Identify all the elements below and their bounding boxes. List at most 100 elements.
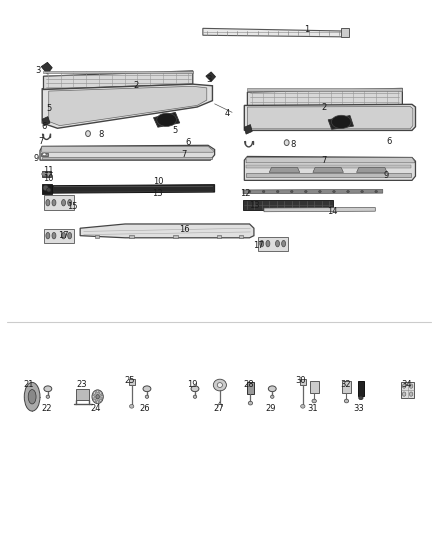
Ellipse shape	[332, 115, 351, 128]
Ellipse shape	[42, 172, 47, 176]
Ellipse shape	[52, 232, 56, 239]
Ellipse shape	[46, 188, 51, 192]
Ellipse shape	[282, 240, 286, 247]
Polygon shape	[42, 84, 212, 128]
Polygon shape	[41, 62, 52, 74]
Polygon shape	[153, 112, 180, 127]
Bar	[401, 382, 414, 398]
Bar	[247, 382, 254, 394]
Ellipse shape	[268, 386, 276, 392]
Text: 3: 3	[35, 67, 40, 75]
Ellipse shape	[304, 190, 307, 192]
Ellipse shape	[85, 131, 90, 136]
Polygon shape	[42, 184, 52, 194]
Ellipse shape	[28, 390, 36, 404]
Text: 2: 2	[134, 81, 139, 90]
Ellipse shape	[248, 190, 251, 192]
Ellipse shape	[96, 401, 99, 403]
Ellipse shape	[333, 190, 335, 192]
Text: 14: 14	[327, 207, 338, 216]
Polygon shape	[203, 28, 343, 37]
Text: 29: 29	[265, 405, 276, 414]
Text: 6: 6	[387, 136, 392, 146]
Text: 11: 11	[43, 166, 54, 175]
Ellipse shape	[290, 190, 293, 192]
Text: 7: 7	[39, 137, 44, 146]
Ellipse shape	[46, 395, 49, 398]
Polygon shape	[52, 184, 215, 193]
Ellipse shape	[99, 392, 102, 394]
Text: 8: 8	[290, 140, 296, 149]
Polygon shape	[42, 171, 51, 177]
Bar	[300, 379, 306, 384]
Polygon shape	[246, 173, 411, 177]
Ellipse shape	[410, 392, 413, 396]
Text: 6: 6	[42, 122, 47, 131]
Text: 5: 5	[173, 126, 178, 135]
Text: 10: 10	[152, 177, 163, 186]
Polygon shape	[328, 116, 353, 130]
Text: 27: 27	[214, 405, 224, 414]
Polygon shape	[42, 117, 50, 126]
Ellipse shape	[145, 395, 149, 398]
Ellipse shape	[99, 399, 102, 402]
Ellipse shape	[262, 190, 265, 192]
Text: 19: 19	[187, 380, 198, 389]
Ellipse shape	[347, 190, 350, 192]
Ellipse shape	[93, 399, 95, 402]
Text: 23: 23	[76, 380, 87, 389]
Text: 8: 8	[99, 130, 104, 139]
Ellipse shape	[93, 392, 95, 394]
Ellipse shape	[143, 386, 151, 392]
Ellipse shape	[130, 405, 134, 408]
Polygon shape	[40, 146, 215, 160]
Polygon shape	[246, 158, 415, 163]
Polygon shape	[80, 224, 254, 238]
Text: 33: 33	[353, 405, 364, 414]
Ellipse shape	[312, 399, 316, 403]
Text: 16: 16	[179, 225, 189, 234]
Text: 32: 32	[340, 380, 351, 389]
Bar	[258, 237, 288, 251]
Bar	[173, 235, 177, 238]
Polygon shape	[244, 104, 416, 131]
Polygon shape	[43, 71, 193, 73]
Ellipse shape	[318, 190, 321, 192]
Ellipse shape	[217, 383, 223, 387]
Ellipse shape	[157, 113, 177, 126]
Bar	[342, 381, 351, 393]
Ellipse shape	[24, 382, 40, 411]
Text: 9: 9	[34, 154, 39, 163]
Bar	[358, 381, 364, 395]
Text: 17: 17	[58, 231, 68, 240]
Ellipse shape	[42, 153, 46, 156]
Text: 13: 13	[249, 201, 259, 210]
Polygon shape	[244, 125, 252, 134]
Ellipse shape	[260, 240, 264, 247]
Text: 34: 34	[402, 380, 412, 389]
Ellipse shape	[96, 390, 99, 393]
Ellipse shape	[46, 232, 50, 239]
Ellipse shape	[403, 384, 406, 388]
Text: 12: 12	[240, 189, 251, 198]
Ellipse shape	[43, 185, 48, 190]
Text: 13: 13	[152, 189, 163, 198]
Text: 15: 15	[67, 202, 78, 211]
Text: 17: 17	[253, 241, 264, 250]
Text: 4: 4	[225, 109, 230, 118]
Ellipse shape	[276, 240, 279, 247]
Polygon shape	[357, 167, 387, 172]
Ellipse shape	[46, 199, 50, 206]
Text: 2: 2	[321, 102, 326, 111]
Text: 10: 10	[43, 174, 54, 183]
Ellipse shape	[68, 232, 72, 239]
Ellipse shape	[213, 379, 226, 391]
Ellipse shape	[375, 190, 378, 192]
Text: 22: 22	[41, 405, 52, 414]
Text: 25: 25	[124, 376, 135, 385]
Polygon shape	[247, 88, 403, 91]
Ellipse shape	[47, 172, 50, 176]
Text: 24: 24	[91, 405, 101, 414]
Ellipse shape	[68, 199, 72, 206]
Ellipse shape	[92, 395, 94, 398]
